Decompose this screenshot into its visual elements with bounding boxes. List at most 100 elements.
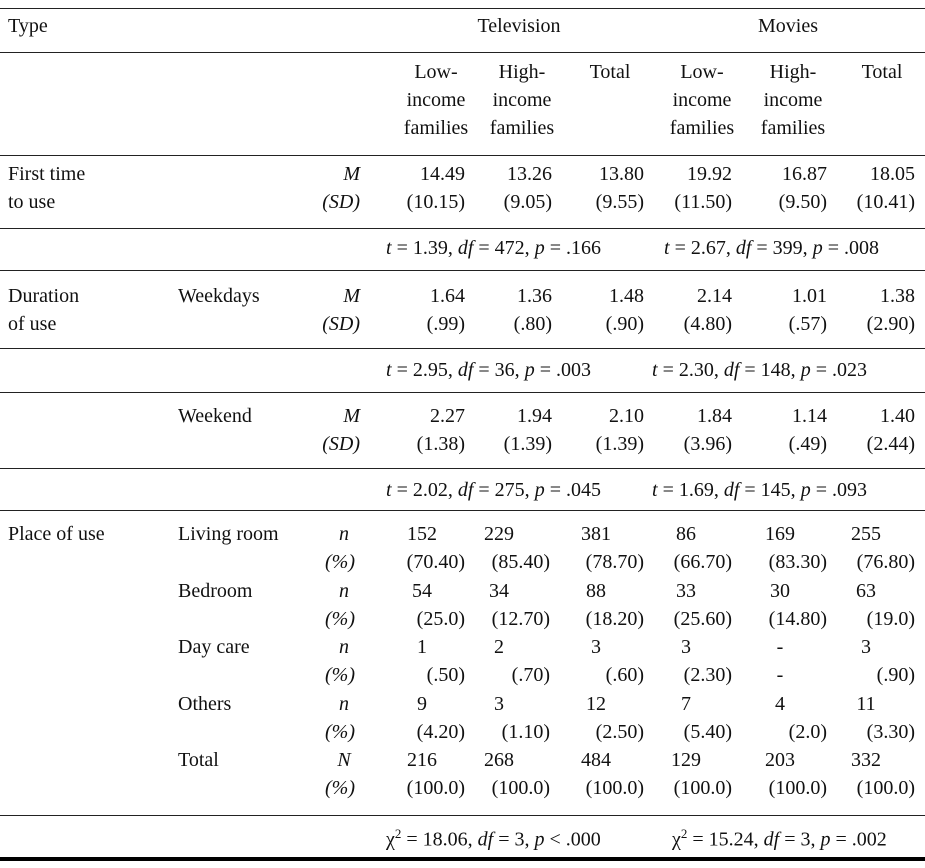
- weekdays-values-cell: (4.80): [683, 313, 732, 335]
- place-count-cell: 1: [417, 636, 427, 658]
- place-percent-cell: (18.20): [585, 607, 644, 630]
- place-percent-cell: (66.70): [673, 551, 732, 573]
- rule-weekdays-test: [0, 392, 925, 393]
- stat-label: (SD): [322, 191, 360, 213]
- weekend-values-cell: 2.27: [430, 405, 465, 427]
- weekdays-values-cell: 1.48: [609, 285, 644, 307]
- column-header-1: families: [403, 117, 469, 139]
- place-test-tv: χ2 = 18.06, df = 3, p < .000: [386, 826, 601, 851]
- weekdays-values-cell: (.80): [513, 313, 552, 335]
- weekend-values-cell: 1.94: [517, 405, 552, 427]
- first-time-values-cell: (9.05): [503, 191, 552, 213]
- place-percent-cell: (100.0): [768, 777, 827, 799]
- place-count-cell: 12: [586, 692, 606, 715]
- rule-header-bottom: [0, 155, 925, 156]
- weekend-values-cell: (1.38): [416, 433, 465, 455]
- weekend-values-cell: 1.40: [880, 405, 915, 427]
- column-header-2: High-: [498, 61, 546, 83]
- weekend-values-cell: (1.39): [503, 433, 552, 455]
- place-percent-cell: -: [776, 664, 784, 686]
- duration-label-line2: of use: [8, 313, 57, 335]
- place-percent-cell: (2.30): [683, 664, 732, 686]
- place-percent-cell: (.90): [876, 664, 915, 686]
- place-count-cell: 54: [412, 579, 432, 602]
- column-header-2: families: [489, 117, 555, 139]
- weekend-label: Weekend: [178, 405, 252, 427]
- place-label: Place of use: [8, 523, 105, 545]
- weekdays-values-cell: 2.14: [697, 285, 732, 307]
- place-count-cell: 9: [417, 692, 427, 715]
- first-time-values-cell: (10.41): [856, 191, 915, 213]
- place-percent-cell: (25.60): [673, 607, 732, 630]
- first-time-values-cell: (10.15): [406, 191, 465, 213]
- place-count-cell: 484: [581, 749, 611, 771]
- weekdays-values-cell: (2.90): [866, 313, 915, 335]
- place-group-label: Total: [178, 749, 219, 771]
- weekend-test-movies: t = 1.69, df = 145, p = .093: [652, 479, 867, 501]
- place-percent-cell: (19.0): [866, 607, 915, 630]
- stat-label: M: [343, 163, 360, 185]
- stat-label: (SD): [322, 433, 360, 455]
- first-time-values-cell: (9.50): [778, 191, 827, 213]
- place-percent-cell: (78.70): [585, 551, 644, 573]
- stat-label: (%): [325, 720, 355, 743]
- stat-label: n: [339, 692, 349, 715]
- weekdays-values-cell: (.90): [605, 313, 644, 335]
- place-count-cell: 152: [407, 523, 437, 545]
- first-time-label-line2: to use: [8, 191, 56, 213]
- rule-place: [0, 815, 925, 816]
- place-count-cell: 30: [770, 579, 790, 602]
- rule-top: [0, 8, 925, 9]
- first-time-values-cell: 13.80: [599, 163, 644, 185]
- place-percent-cell: (100.0): [585, 777, 644, 799]
- first-time-values-cell: 16.87: [782, 163, 827, 185]
- place-percent-cell: (76.80): [856, 551, 915, 573]
- weekdays-test-movies: t = 2.30, df = 148, p = .023: [652, 359, 867, 381]
- place-group-label: Living room: [178, 523, 279, 545]
- place-count-cell: 381: [581, 523, 611, 545]
- stat-label: N: [337, 749, 351, 771]
- first-time-test-movies: t = 2.67, df = 399, p = .008: [664, 237, 879, 259]
- rule-first-time: [0, 228, 925, 229]
- place-count-cell: 88: [586, 579, 606, 602]
- stat-label: (SD): [322, 313, 360, 335]
- stat-label: M: [343, 285, 360, 307]
- place-count-cell: 255: [851, 523, 881, 545]
- rule-header-mid: [0, 52, 925, 53]
- type-header: Type: [8, 15, 48, 37]
- television-header: Television: [477, 15, 561, 37]
- place-count-cell: 3: [681, 636, 691, 658]
- weekend-values-cell: (2.44): [866, 433, 915, 455]
- place-percent-cell: (100.0): [856, 777, 915, 799]
- place-percent-cell: (3.30): [866, 720, 915, 743]
- weekdays-values-cell: (.99): [426, 313, 465, 335]
- duration-label: Duration: [8, 285, 80, 307]
- first-time-values-cell: (11.50): [674, 191, 732, 213]
- weekend-values-cell: (1.39): [595, 433, 644, 455]
- place-group-label: Others: [178, 692, 232, 715]
- weekend-values-cell: 1.14: [792, 405, 827, 427]
- first-time-values-cell: 14.49: [420, 163, 465, 185]
- rule-weekend-test: [0, 510, 925, 511]
- stat-label: n: [339, 636, 349, 658]
- stat-label: n: [339, 579, 349, 602]
- first-time-values-cell: 19.92: [687, 163, 732, 185]
- column-header-5: High-: [769, 61, 817, 83]
- weekdays-test-tv: t = 2.95, df = 36, p = .003: [386, 359, 591, 381]
- weekdays-values-cell: (.57): [788, 313, 827, 335]
- place-percent-cell: (2.0): [788, 720, 827, 743]
- first-time-values-cell: 18.05: [870, 163, 915, 185]
- place-percent-cell: (83.30): [768, 551, 827, 573]
- place-count-cell: 34: [489, 579, 509, 602]
- place-count-cell: 216: [407, 749, 437, 771]
- weekdays-values-cell: 1.64: [430, 285, 465, 307]
- stat-label: (%): [325, 551, 355, 573]
- place-count-cell: 3: [494, 692, 504, 715]
- place-count-cell: 4: [775, 692, 785, 715]
- place-count-cell: 129: [671, 749, 701, 771]
- weekdays-values-cell: 1.36: [517, 285, 552, 307]
- column-header-4: families: [669, 117, 735, 139]
- column-header-2: income: [492, 89, 552, 111]
- rule-first-time-test: [0, 270, 925, 271]
- place-percent-cell: (12.70): [491, 607, 550, 630]
